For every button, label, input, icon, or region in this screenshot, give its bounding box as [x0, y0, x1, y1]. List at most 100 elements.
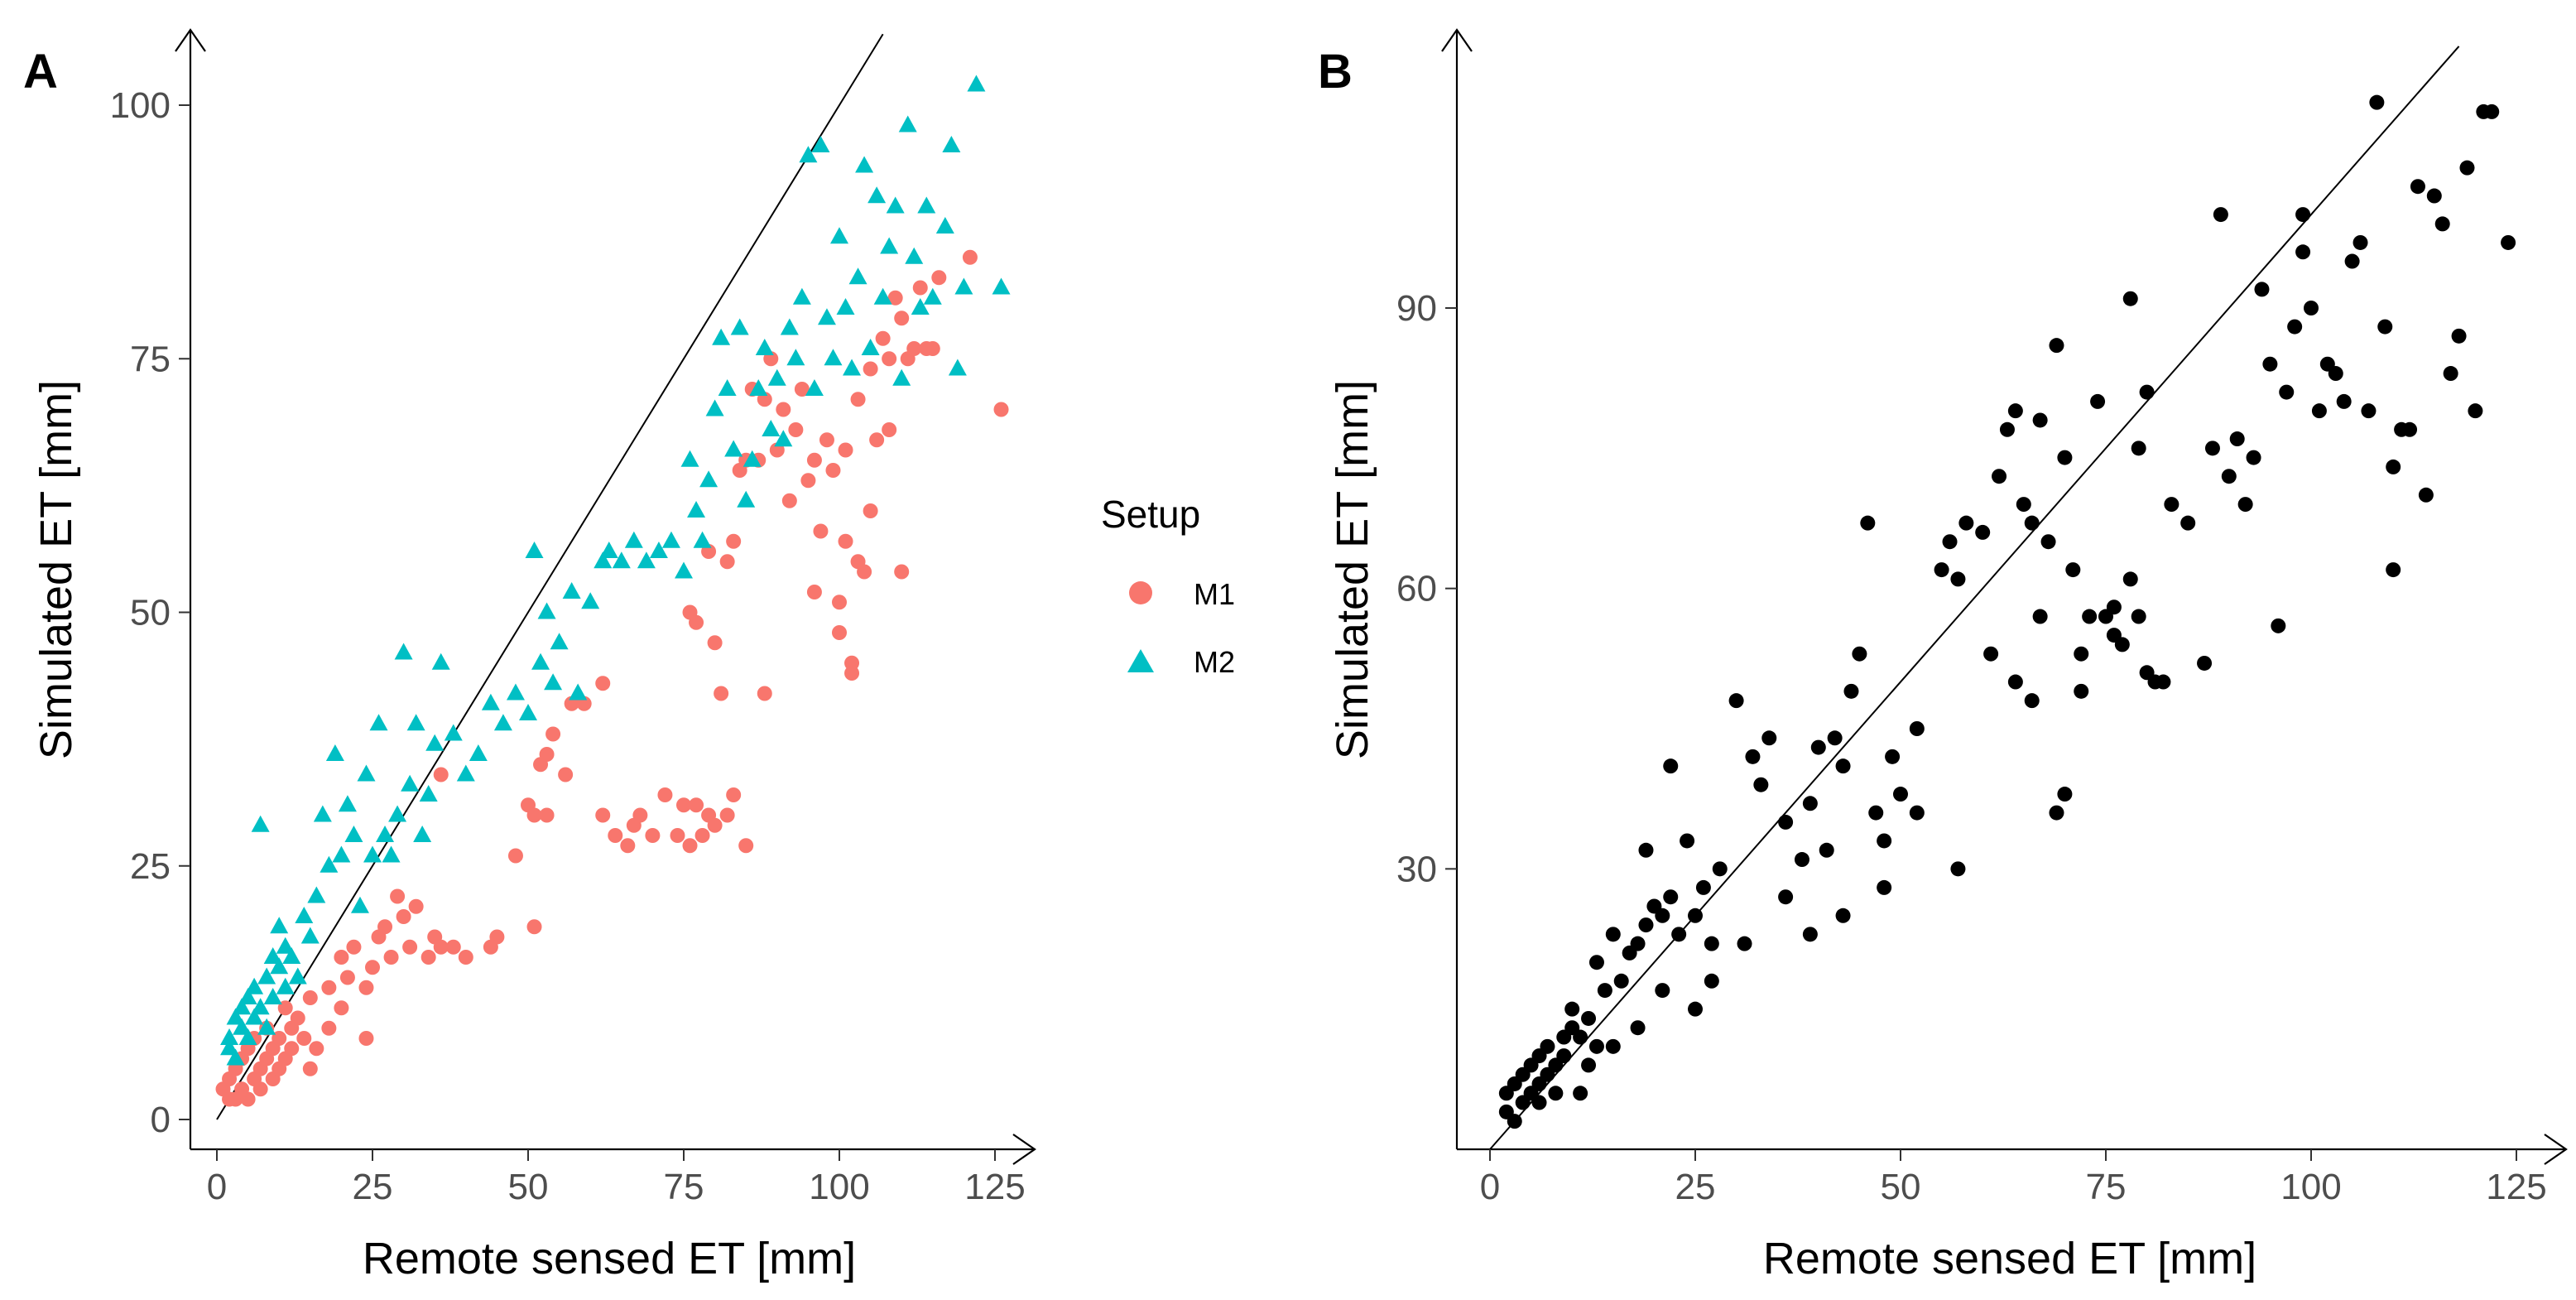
data-point — [2090, 393, 2106, 409]
data-point-m1 — [252, 1081, 268, 1097]
data-point-m2 — [276, 977, 295, 994]
data-point-m1 — [296, 1031, 312, 1046]
panel-a-ticks: 0 25 50 75 100 125 0 25 50 75 100 — [110, 85, 1026, 1207]
data-point — [2032, 609, 2048, 624]
x-tick-label: 125 — [2486, 1167, 2546, 1207]
y-tick-label: 25 — [130, 846, 171, 887]
data-point — [2057, 787, 2073, 802]
data-point-m1 — [302, 990, 318, 1005]
data-point — [1704, 936, 1719, 951]
data-point-m2 — [743, 450, 762, 467]
panel-b-label: B — [1318, 45, 1353, 99]
data-point-m1 — [240, 1091, 256, 1107]
data-point — [2074, 683, 2089, 699]
data-point — [1983, 646, 1999, 662]
data-point-m1 — [657, 787, 673, 802]
data-point — [2434, 216, 2450, 232]
data-point-m1 — [545, 726, 561, 742]
y-tick-label: 90 — [1396, 288, 1437, 329]
data-point-m1 — [806, 452, 822, 468]
data-point-m2 — [767, 368, 786, 386]
x-tick-label: 25 — [1675, 1167, 1716, 1207]
one-to-one-line — [216, 33, 884, 1120]
data-point-m2 — [419, 785, 438, 802]
x-tick-label: 75 — [664, 1167, 704, 1207]
data-point-m2 — [780, 318, 799, 335]
data-point-m1 — [421, 950, 436, 965]
data-point — [1975, 524, 1991, 540]
data-point-m2 — [350, 896, 369, 913]
data-point — [1819, 842, 1834, 858]
data-point — [1909, 805, 1925, 821]
data-point-m2 — [257, 967, 276, 985]
data-point-m1 — [670, 828, 685, 843]
data-point — [1893, 787, 1908, 802]
data-point-m1 — [595, 807, 611, 823]
data-point-m1 — [620, 838, 636, 854]
data-point-m1 — [781, 493, 797, 508]
data-point-m1 — [894, 564, 910, 580]
data-point — [1695, 879, 1711, 895]
data-point — [2443, 366, 2458, 382]
panel-a-axes — [175, 28, 1036, 1165]
data-point — [2418, 487, 2434, 503]
data-point-m1 — [689, 614, 704, 630]
data-point — [2106, 599, 2122, 615]
data-point-m2 — [917, 196, 936, 214]
x-tick-label: 0 — [207, 1167, 227, 1207]
data-point — [1860, 515, 1876, 531]
data-point-m2 — [792, 287, 811, 305]
data-point-m2 — [749, 379, 768, 396]
y-tick-label: 50 — [130, 593, 171, 633]
x-tick-label: 100 — [809, 1167, 869, 1207]
data-point — [1950, 861, 1966, 877]
data-point — [1794, 852, 1809, 868]
data-point — [2353, 234, 2368, 250]
legend: Setup M1 M2 — [1101, 493, 1235, 679]
data-point — [2221, 469, 2237, 484]
data-point-m1 — [334, 950, 349, 965]
data-point-m1 — [825, 463, 841, 478]
y-tick-label: 75 — [130, 339, 171, 379]
x-tick-label: 75 — [2086, 1167, 2127, 1207]
data-point — [1605, 927, 1621, 942]
data-point — [2131, 609, 2146, 624]
data-point — [1868, 805, 1884, 821]
panel-b-points — [1498, 94, 2516, 1129]
data-point-m2 — [599, 542, 618, 558]
data-point — [1663, 758, 1679, 774]
data-point — [1507, 1114, 1522, 1129]
data-point — [1737, 936, 1752, 951]
data-point-m2 — [313, 805, 332, 822]
data-point-m1 — [931, 270, 947, 286]
data-point-m2 — [724, 440, 743, 457]
data-point — [2007, 674, 2023, 690]
data-point-m2 — [923, 287, 942, 305]
data-point-m1 — [396, 909, 411, 924]
data-point-m1 — [844, 666, 860, 681]
data-point-m1 — [539, 807, 555, 823]
data-point-m1 — [714, 686, 729, 701]
data-point — [1588, 955, 1604, 970]
data-point — [1688, 1001, 1703, 1017]
data-point-m2 — [954, 277, 973, 295]
data-point-m1 — [738, 838, 754, 854]
data-point-m2 — [799, 146, 818, 163]
data-point-m2 — [238, 1028, 257, 1045]
data-point-m2 — [357, 764, 376, 782]
data-point-m1 — [408, 898, 424, 914]
data-point-m2 — [307, 886, 326, 903]
data-point — [1655, 983, 1670, 999]
data-point-m1 — [707, 635, 723, 651]
data-point — [1877, 833, 1892, 849]
data-point — [2197, 655, 2213, 671]
data-point-m2 — [942, 136, 961, 152]
data-point — [2311, 403, 2327, 419]
data-point-m2 — [276, 936, 295, 954]
data-point-m1 — [339, 970, 355, 985]
data-point-m1 — [719, 554, 735, 570]
data-point-m2 — [675, 561, 693, 579]
panel-a-label: A — [23, 45, 58, 99]
data-point — [1992, 469, 2007, 484]
data-point-m2 — [519, 704, 537, 720]
